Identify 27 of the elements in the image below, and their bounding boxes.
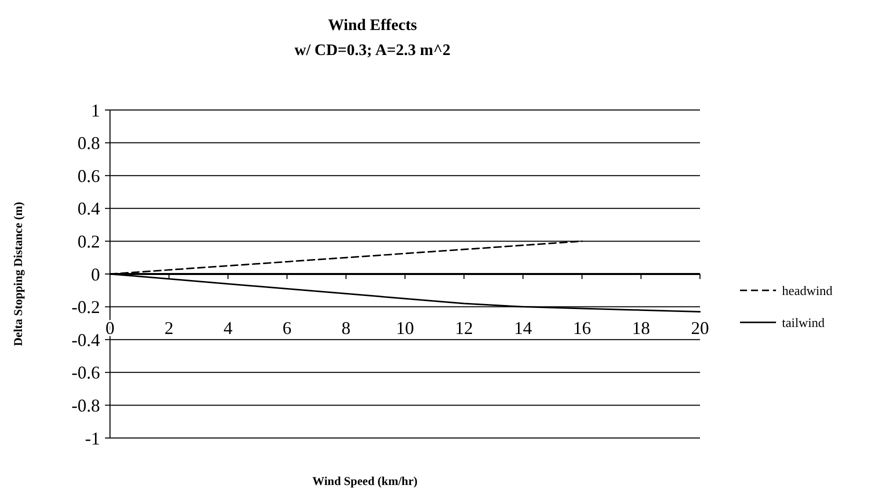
x-axis-title: Wind Speed (km/hr) xyxy=(312,474,418,488)
chart-subtitle: w/ CD=0.3; A=2.3 m^2 xyxy=(294,42,450,59)
y-tick-label: -0.6 xyxy=(72,362,100,383)
x-tick-label: 16 xyxy=(573,318,591,338)
y-tick-label: -0.4 xyxy=(72,330,100,350)
y-tick-label: 0.2 xyxy=(78,232,100,252)
y-tick-label: -0.2 xyxy=(72,297,100,318)
y-tick-label: 1 xyxy=(91,100,100,120)
y-axis-title: Delta Stopping Distance (m) xyxy=(11,202,25,346)
y-tick-label: -0.8 xyxy=(72,396,100,416)
legend-label: headwind xyxy=(782,282,834,298)
x-tick-label: 20 xyxy=(691,318,709,338)
chart-title: Wind Effects xyxy=(328,17,418,34)
y-tick-label: -1 xyxy=(85,428,100,448)
x-tick-label: 4 xyxy=(224,318,232,338)
y-tick-label: 0.6 xyxy=(78,166,100,186)
x-tick-label: 18 xyxy=(632,318,650,338)
x-tick-label: 2 xyxy=(164,318,174,338)
y-tick-label: 0.4 xyxy=(78,198,100,219)
y-tick-label: 0 xyxy=(91,264,100,284)
y-tick-label: 0.8 xyxy=(78,133,100,154)
x-tick-label: 8 xyxy=(342,318,350,338)
x-tick-label: 12 xyxy=(455,318,473,338)
x-tick-label: 14 xyxy=(514,318,532,338)
legend-label: tailwind xyxy=(782,314,826,330)
x-tick-label: 10 xyxy=(396,318,414,338)
x-tick-label: 6 xyxy=(282,318,292,338)
